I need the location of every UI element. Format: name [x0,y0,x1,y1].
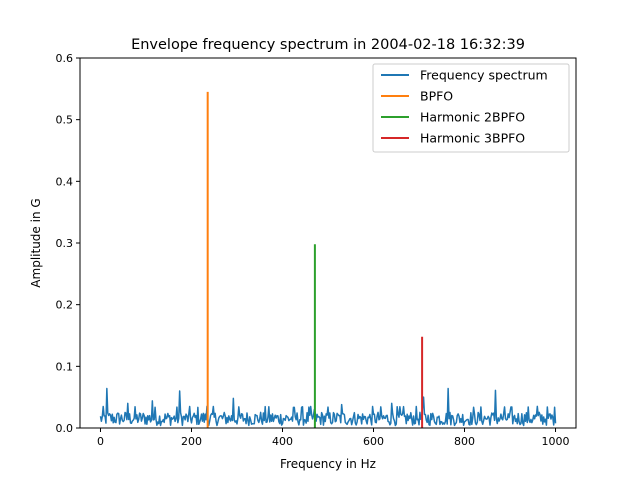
legend-label: Harmonic 3BPFO [420,131,525,146]
legend-label: Harmonic 2BPFO [420,110,525,125]
series-frequency-spectrum [99,387,557,427]
y-tick-label: 0.2 [56,299,74,312]
y-tick-label: 0.0 [56,422,74,435]
y-axis-label: Amplitude in G [29,198,43,287]
x-axis-label: Frequency in Hz [280,457,376,471]
x-tick-label: 0 [97,435,104,448]
x-tick-label: 200 [181,435,202,448]
y-tick-label: 0.4 [56,175,74,188]
legend: Frequency spectrum BPFO Harmonic 2BPFO Harm… [372,63,570,153]
y-tick-label: 0.6 [56,52,74,65]
legend-label: BPFO [420,89,453,104]
x-tick-label: 400 [272,435,293,448]
x-tick-label: 800 [454,435,475,448]
y-tick-label: 0.5 [56,114,74,127]
legend-label: Frequency spectrum [420,68,548,83]
y-tick-label: 0.1 [56,360,74,373]
chart-title: Envelope frequency spectrum in 2004-02-1… [131,37,525,53]
y-tick-label: 0.3 [56,237,74,250]
x-tick-label: 600 [363,435,384,448]
legend-box [372,63,570,153]
x-tick-label: 1000 [542,435,570,448]
